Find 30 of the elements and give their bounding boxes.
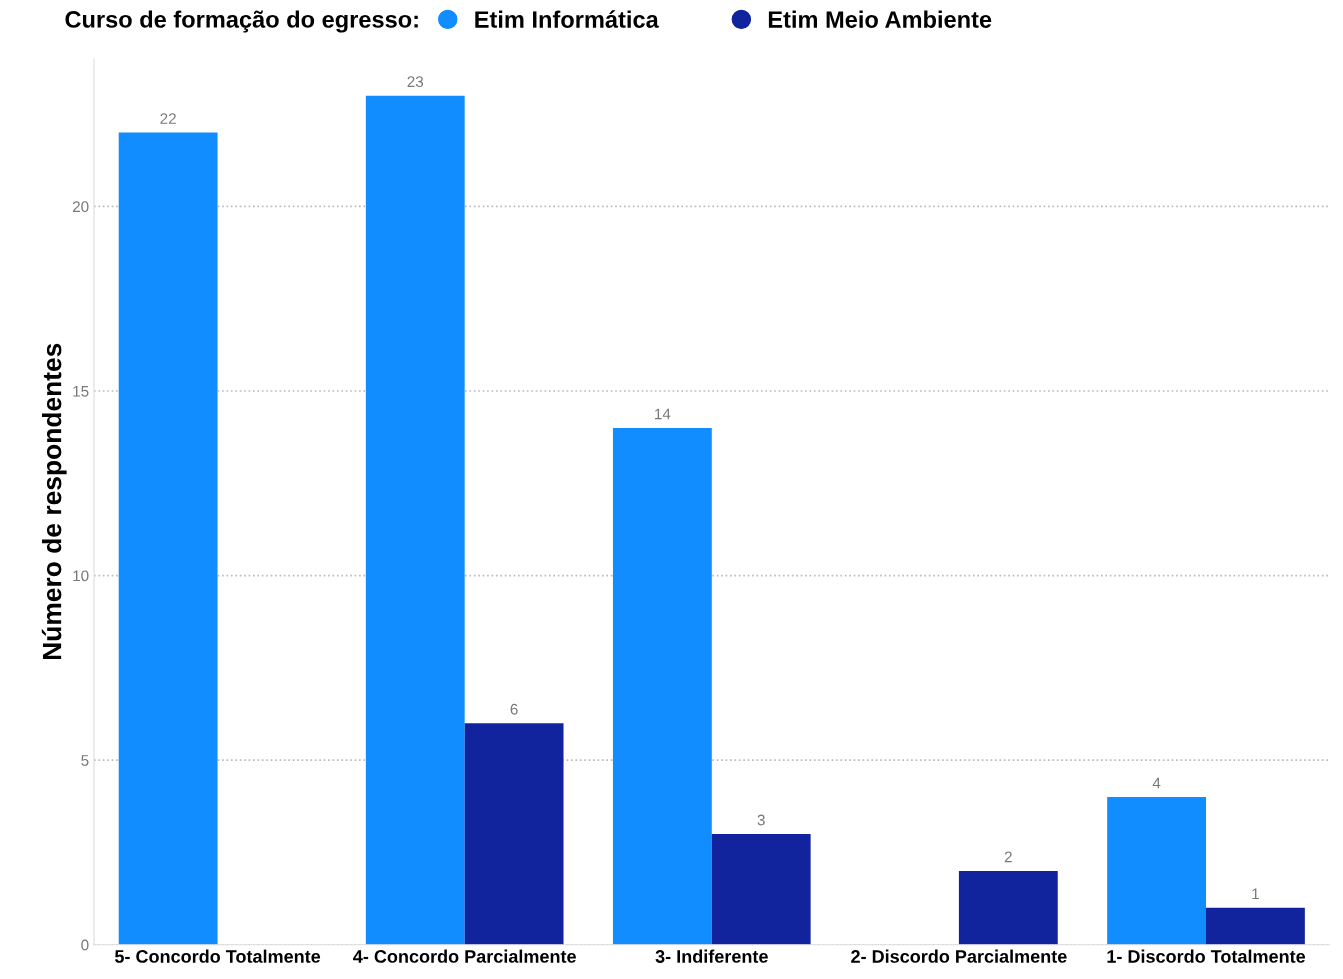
data-label: 2 xyxy=(1004,851,1012,863)
data-label: 23 xyxy=(407,76,424,88)
legend-label: Etim Informática xyxy=(475,10,659,28)
y-tick-label: 5 xyxy=(81,755,89,766)
bar xyxy=(612,427,712,945)
bar xyxy=(1107,797,1207,945)
data-label: 22 xyxy=(160,113,176,124)
data-label: 4 xyxy=(1152,777,1161,789)
x-tick-label: 3- Indiferente xyxy=(655,949,768,963)
data-label: 14 xyxy=(655,408,671,420)
y-tick-label: 20 xyxy=(72,201,89,213)
legend-label: Etim Meio Ambiente xyxy=(768,10,992,28)
legend-title: Curso de formação do egresso: xyxy=(65,10,418,33)
x-tick-label: 5- Concordo Totalmente xyxy=(114,949,321,963)
bar xyxy=(118,132,218,945)
x-tick-label: 2- Discordo Parcialmente xyxy=(851,949,1067,963)
x-tick-label: 4- Concordo Parcialmente xyxy=(353,949,576,963)
y-tick-label: 0 xyxy=(81,939,89,951)
bar xyxy=(365,95,465,945)
y-tick-label: 15 xyxy=(73,386,89,397)
data-label: 3 xyxy=(757,814,765,826)
x-tick-label: 1- Discordo Totalmente xyxy=(1107,949,1306,963)
y-tick-label: 10 xyxy=(73,570,89,582)
data-label: 1 xyxy=(1252,888,1259,900)
bar xyxy=(711,833,811,945)
data-label: 6 xyxy=(510,703,518,715)
y-axis-title: Número de respondentes xyxy=(41,343,67,660)
bar xyxy=(464,723,564,945)
bar xyxy=(958,870,1058,945)
bar xyxy=(1206,907,1305,945)
